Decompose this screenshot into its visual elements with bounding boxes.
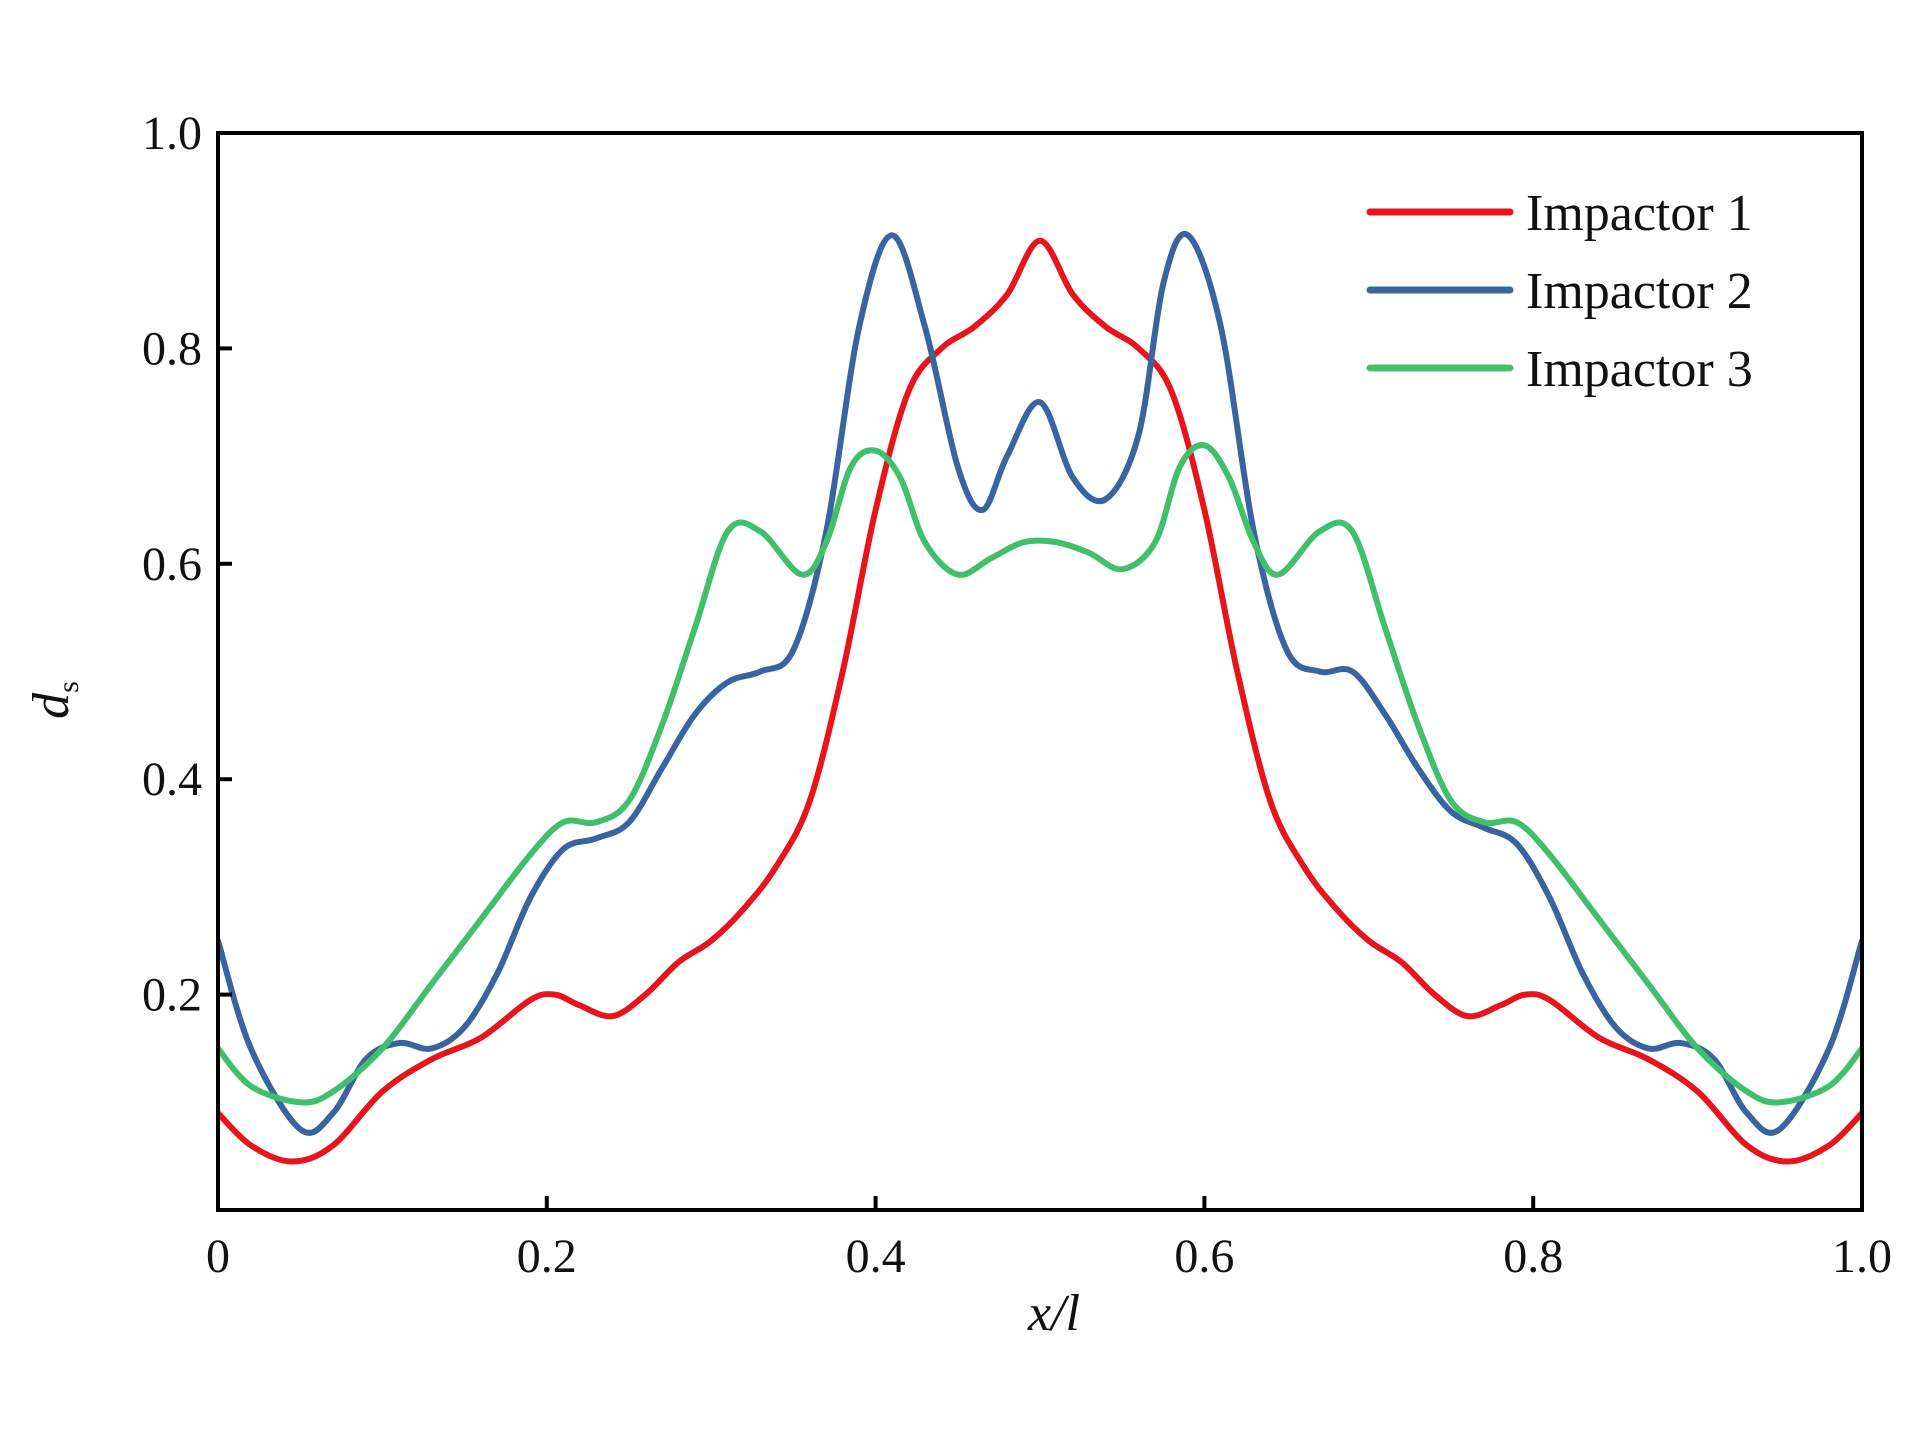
x-tick-label: 0.6 bbox=[1174, 1230, 1234, 1283]
x-tick-label: 0.8 bbox=[1503, 1230, 1563, 1283]
y-tick-label: 0.2 bbox=[142, 969, 202, 1022]
x-tick-label: 0.2 bbox=[517, 1230, 577, 1283]
y-tick-label: 0.4 bbox=[142, 753, 202, 806]
y-tick-label: 1.0 bbox=[142, 107, 202, 160]
x-tick-label: 0.4 bbox=[846, 1230, 906, 1283]
x-axis-label: x/l bbox=[1027, 1285, 1080, 1342]
x-tick-label: 1.0 bbox=[1832, 1230, 1892, 1283]
svg-text:ds: ds bbox=[23, 681, 85, 719]
y-axis-label-sub: s bbox=[52, 681, 85, 693]
legend-label-2: Impactor 2 bbox=[1526, 263, 1753, 320]
series-line-2 bbox=[218, 231, 1862, 1136]
x-tick-label: 0 bbox=[206, 1230, 230, 1283]
y-axis-label: ds bbox=[23, 681, 85, 719]
legend-label-3: Impactor 3 bbox=[1526, 341, 1753, 398]
series-line-1 bbox=[218, 237, 1862, 1165]
y-tick-label: 0.6 bbox=[142, 538, 202, 591]
legend-label-1: Impactor 1 bbox=[1526, 185, 1753, 242]
plot-area bbox=[218, 231, 1862, 1165]
plot-frame bbox=[216, 131, 1864, 1212]
axes: 0 0.2 0.4 0.6 0.8 1.0 0.2 0.4 0.6 0.8 1.0 bbox=[142, 107, 1892, 1283]
series-line-3 bbox=[218, 442, 1862, 1106]
y-axis-label-main: d bbox=[23, 692, 80, 719]
legend: Impactor 1 Impactor 2 Impactor 3 bbox=[1366, 185, 1753, 398]
y-tick-label: 0.8 bbox=[142, 322, 202, 375]
